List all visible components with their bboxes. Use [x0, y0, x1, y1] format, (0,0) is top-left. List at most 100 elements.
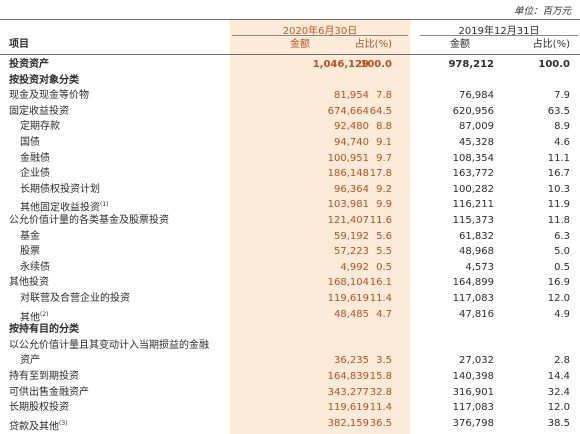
row-label: 可供出售金融资产	[9, 386, 89, 398]
header-row: 项目 金额 占比(%) 金额 占比(%)	[0, 38, 580, 52]
table-row: 永续债 4,992 0.5 4,573 0.5	[0, 261, 580, 275]
cell-amount-2020: 674,664	[327, 105, 369, 117]
row-label: 投资资产	[9, 59, 49, 70]
cell-amount-2020: 164,839	[327, 371, 369, 382]
row-label: 对联营及合营企业的投资	[20, 293, 130, 304]
row-label: 贷款及其他(3)	[9, 419, 68, 433]
cell-ratio-2019: 14.4	[547, 371, 570, 382]
header-ratio-2020: 占比(%)	[354, 39, 392, 50]
cell-amount-2020: 57,223	[334, 246, 369, 258]
cell-ratio-2019: 32.4	[547, 386, 570, 398]
row-label: 其他投资	[9, 277, 49, 289]
table-row: 现金及现金等价物 81,954 7.8 76,984 7.9	[0, 89, 580, 103]
cell-amount-2020: 59,192	[334, 230, 369, 242]
cell-amount-2020: 343,277	[327, 386, 369, 398]
cell-amount-2019: 163,772	[452, 168, 494, 180]
table-row: 持有至到期投资 164,839 15.8 140,398 14.4	[0, 370, 580, 384]
cell-amount-2020: 103,981	[327, 199, 369, 211]
cell-ratio-2019: 6.3	[554, 230, 570, 242]
cell-ratio-2020: 4.7	[376, 308, 392, 320]
row-label: 国债	[20, 137, 40, 148]
cell-amount-2020: 119,619	[327, 293, 369, 304]
cell-amount-2019: 116,211	[452, 199, 494, 211]
cell-ratio-2019: 4.6	[554, 137, 570, 148]
footnote-marker: (3)	[59, 419, 68, 427]
cell-amount-2019: 620,956	[452, 105, 494, 117]
cell-amount-2019: 164,899	[452, 277, 494, 289]
cell-ratio-2019: 100.0	[538, 59, 570, 70]
cell-ratio-2019: 7.9	[554, 90, 570, 102]
table-row: 基金 59,192 5.6 61,832 6.3	[0, 230, 580, 244]
cell-amount-2020: 168,104	[327, 277, 369, 289]
row-label: 持有至到期投资	[9, 371, 79, 382]
table-row: 对联营及合营企业的投资 119,619 11.4 117,083 12.0	[0, 292, 580, 306]
row-label: 按持有目的分类	[9, 324, 79, 336]
cell-amount-2019: 27,032	[459, 355, 494, 367]
table-row: 按持有目的分类	[0, 323, 580, 337]
table-row: 金融债 100,951 9.7 108,354 11.1	[0, 152, 580, 166]
cell-amount-2020: 92,480	[334, 121, 369, 133]
cell-ratio-2020: 16.1	[369, 277, 392, 289]
row-label: 永续债	[20, 261, 50, 273]
cell-ratio-2020: 9.9	[376, 199, 392, 211]
row-label: 股票	[20, 246, 40, 258]
cell-amount-2019: 108,354	[452, 152, 494, 164]
cell-amount-2019: 115,373	[452, 215, 494, 226]
cell-ratio-2019: 12.0	[547, 293, 570, 304]
cell-ratio-2019: 12.0	[547, 402, 570, 414]
cell-amount-2019: 140,398	[452, 371, 494, 382]
cell-ratio-2019: 10.3	[547, 183, 570, 195]
cell-amount-2020: 94,740	[334, 137, 369, 148]
cell-amount-2019: 4,573	[465, 261, 494, 273]
cell-ratio-2020: 0.5	[376, 261, 392, 273]
cell-ratio-2019: 11.8	[547, 215, 570, 226]
unit-label: 单位：百万元	[513, 6, 571, 17]
cell-amount-2019: 117,083	[452, 293, 494, 304]
row-label: 定期存款	[20, 121, 60, 133]
cell-ratio-2020: 9.1	[376, 137, 392, 148]
cell-ratio-2019: 16.9	[547, 277, 570, 289]
table-row: 资产 36,235 3.5 27,032 2.8	[0, 354, 580, 368]
header-amount-2020: 金额	[290, 39, 310, 50]
cell-ratio-2020: 7.8	[376, 90, 392, 102]
cell-ratio-2020: 32.8	[369, 386, 392, 398]
cell-amount-2019: 316,901	[452, 386, 494, 398]
cell-ratio-2020: 9.2	[376, 183, 392, 195]
cell-ratio-2020: 9.7	[376, 152, 392, 164]
cell-amount-2019: 45,328	[459, 137, 494, 148]
cell-ratio-2019: 16.7	[547, 168, 570, 180]
cell-ratio-2020: 5.5	[376, 246, 392, 258]
cell-amount-2020: 186,148	[327, 168, 369, 180]
table-row: 公允价值计量的各类基金及股票投资 121,407 11.6 115,373 11.8	[0, 214, 580, 228]
cell-amount-2020: 48,485	[334, 308, 369, 320]
cell-ratio-2019: 11.1	[547, 152, 570, 164]
cell-ratio-2019: 5.0	[554, 246, 570, 258]
table-row: 股票 57,223 5.5 48,968 5.0	[0, 245, 580, 259]
cell-amount-2019: 117,083	[452, 402, 494, 414]
cell-ratio-2020: 100.0	[360, 59, 392, 70]
cell-amount-2019: 87,009	[459, 121, 494, 133]
cell-amount-2020: 96,364	[334, 183, 369, 195]
row-label: 金融债	[20, 152, 50, 164]
table-row: 定期存款 92,480 8.8 87,009 8.9	[0, 120, 580, 134]
cell-amount-2019: 100,282	[452, 183, 494, 195]
highlight-column-2020	[230, 19, 410, 434]
table-row: 可供出售金融资产 343,277 32.8 316,901 32.4	[0, 386, 580, 400]
row-label: 基金	[20, 230, 40, 242]
cell-ratio-2020: 15.8	[369, 371, 392, 382]
cell-amount-2019: 978,212	[448, 59, 494, 70]
row-label: 现金及现金等价物	[9, 90, 89, 102]
row-label: 长期债权投资计划	[20, 183, 100, 195]
cell-ratio-2019: 63.5	[547, 105, 570, 117]
row-label: 其他(2)	[20, 310, 49, 323]
cell-ratio-2019: 2.8	[554, 355, 570, 367]
cell-ratio-2020: 11.4	[369, 293, 392, 304]
header-date-2020: 2020年6月30日	[282, 26, 358, 37]
row-label: 其他固定收益投资(1)	[20, 201, 109, 214]
table-row: 企业债 186,148 17.8 163,772 16.7	[0, 167, 580, 181]
cell-amount-2020: 119,619	[327, 402, 369, 414]
table-row: 长期债权投资计划 96,364 9.2 100,282 10.3	[0, 183, 580, 197]
cell-amount-2019: 48,968	[459, 246, 494, 258]
table-row: 其他(2) 48,485 4.7 47,816 4.9	[0, 308, 580, 323]
cell-amount-2020: 1,046,129	[312, 59, 369, 70]
